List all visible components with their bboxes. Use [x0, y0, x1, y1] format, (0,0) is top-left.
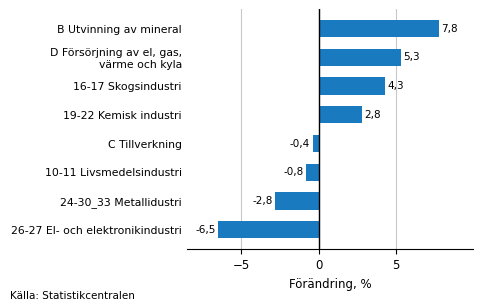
Text: 4,3: 4,3 — [387, 81, 404, 91]
Bar — [276, 192, 318, 210]
Text: -0,8: -0,8 — [284, 167, 304, 177]
Bar — [318, 106, 362, 123]
Text: -0,4: -0,4 — [290, 139, 310, 149]
Bar — [306, 164, 318, 181]
Text: -2,8: -2,8 — [253, 196, 273, 206]
Text: 5,3: 5,3 — [403, 52, 420, 62]
Text: 2,8: 2,8 — [364, 110, 381, 120]
Bar — [318, 20, 439, 37]
Bar — [318, 49, 401, 66]
Text: Källa: Statistikcentralen: Källa: Statistikcentralen — [10, 291, 135, 301]
X-axis label: Förändring, %: Förändring, % — [289, 278, 372, 291]
Bar — [313, 135, 318, 152]
Bar — [218, 221, 318, 238]
Text: -6,5: -6,5 — [196, 225, 216, 235]
Bar — [318, 78, 385, 95]
Text: 7,8: 7,8 — [442, 24, 458, 34]
